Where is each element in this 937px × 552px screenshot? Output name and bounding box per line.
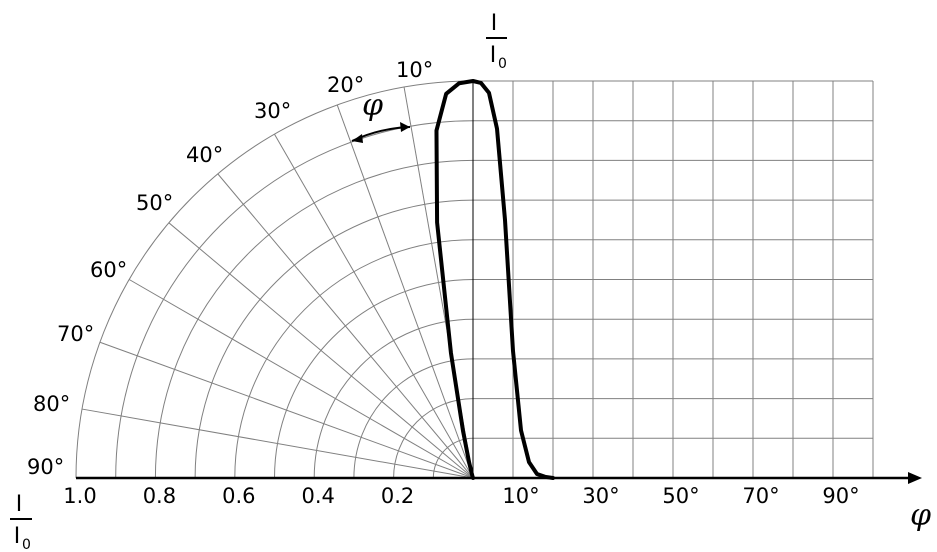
- polar-ray: [336, 104, 474, 479]
- polar-ray: [128, 279, 474, 479]
- polar-ray: [81, 408, 474, 479]
- left-label-denominator: I: [14, 524, 21, 549]
- x-axis-arrowhead: [908, 472, 922, 484]
- curve-layer: [434, 79, 555, 480]
- polar-ray: [274, 133, 474, 479]
- top-axis-label: I I 0: [486, 11, 507, 72]
- x-tick-label: 10°: [502, 484, 539, 508]
- angle-tick-label: 20°: [327, 73, 364, 97]
- polar-arc: [115, 120, 474, 479]
- top-label-denominator: I: [490, 43, 497, 68]
- left-axis-label: I I 0: [10, 492, 32, 552]
- angle-tick-label: 60°: [90, 258, 127, 282]
- polar-ray: [99, 341, 474, 479]
- top-label-numerator: I: [491, 11, 498, 36]
- left-label-numerator: I: [16, 492, 23, 517]
- radius-tick-label: 1.0: [63, 484, 96, 508]
- polar-ray: [168, 222, 474, 479]
- angle-tick-label: 40°: [186, 143, 223, 167]
- polar-arc: [313, 318, 474, 479]
- angle-tick-label: 30°: [254, 99, 291, 123]
- angle-tick-label: 80°: [33, 392, 70, 416]
- polar-arc: [274, 279, 474, 479]
- intensity-curve: [434, 79, 555, 480]
- x-axis-phi-label: φ: [910, 498, 931, 533]
- angle-tick-label: 90°: [27, 455, 64, 479]
- angle-indicator: φ: [351, 88, 411, 143]
- grid: [75, 80, 874, 479]
- polar-arc: [75, 80, 474, 479]
- top-label-subscript: 0: [498, 56, 507, 72]
- angle-phi-label: φ: [362, 88, 383, 123]
- angle-arrowhead-right: [400, 122, 410, 132]
- polar-arc: [234, 239, 474, 479]
- angle-tick-label: 10°: [396, 58, 433, 82]
- x-tick-label: 30°: [582, 484, 619, 508]
- polar-ray: [217, 173, 474, 479]
- angle-tick-label: 50°: [136, 191, 173, 215]
- x-tick-label: 70°: [742, 484, 779, 508]
- angle-arrowhead-left: [352, 134, 363, 143]
- radius-tick-label: 0.8: [143, 484, 176, 508]
- radius-tick-label: 0.2: [381, 484, 414, 508]
- polar-arc: [194, 199, 474, 479]
- x-tick-label: 50°: [662, 484, 699, 508]
- radius-tick-label: 0.4: [301, 484, 334, 508]
- polar-arc: [154, 159, 474, 479]
- radius-tick-label: 0.6: [222, 484, 255, 508]
- polar-arc: [353, 358, 474, 479]
- labels: 10° 20° 30° 40° 50° 60° 70° 80° 90° 1.0 0.8 0.6 0.4 0…: [27, 58, 860, 508]
- angle-tick-label: 70°: [57, 322, 94, 346]
- x-tick-label: 90°: [822, 484, 859, 508]
- left-label-subscript: 0: [22, 537, 31, 552]
- axes: [76, 81, 922, 484]
